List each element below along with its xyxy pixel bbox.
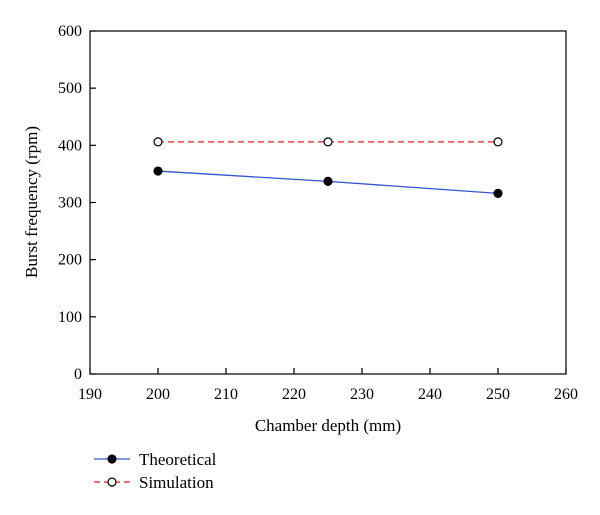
y-tick-label: 100 [58,309,82,326]
series-simulation [153,137,503,147]
data-point [153,166,163,176]
x-axis-label: Chamber depth (mm) [255,416,401,435]
y-tick-label: 300 [58,195,82,212]
x-tick-label: 240 [418,386,442,403]
data-point [493,188,503,198]
data-point [323,176,333,186]
x-tick-label: 210 [214,386,238,403]
x-axis-ticks: 190 200 210 220 230 240 250 260 [78,368,578,403]
plot-frame [89,30,567,375]
series-layer [153,137,503,198]
data-point [153,137,163,147]
y-tick-label: 500 [58,80,82,97]
legend-item: Simulation [94,473,214,492]
x-tick-label: 200 [146,386,170,403]
legend-marker [107,454,117,464]
x-tick-label: 260 [554,386,578,403]
legend-item: Theoretical [94,450,217,469]
axes [89,30,567,375]
y-tick-label: 600 [58,23,82,40]
series-theoretical [153,166,503,198]
x-tick-label: 220 [282,386,306,403]
data-point [323,137,333,147]
y-tick-label: 400 [58,137,82,154]
x-tick-label: 190 [78,386,102,403]
y-axis-label: Burst frequency (rpm) [22,126,41,278]
legend-marker [107,477,117,487]
x-tick-label: 250 [486,386,510,403]
legend-label: Theoretical [139,450,217,469]
y-tick-label: 200 [58,252,82,269]
y-axis-ticks: 0 100 200 300 400 500 600 [58,23,96,383]
data-point [493,137,503,147]
legend-label: Simulation [139,473,214,492]
legend: Theoretical Simulation [94,450,217,492]
y-tick-label: 0 [74,366,82,383]
x-tick-label: 230 [350,386,374,403]
